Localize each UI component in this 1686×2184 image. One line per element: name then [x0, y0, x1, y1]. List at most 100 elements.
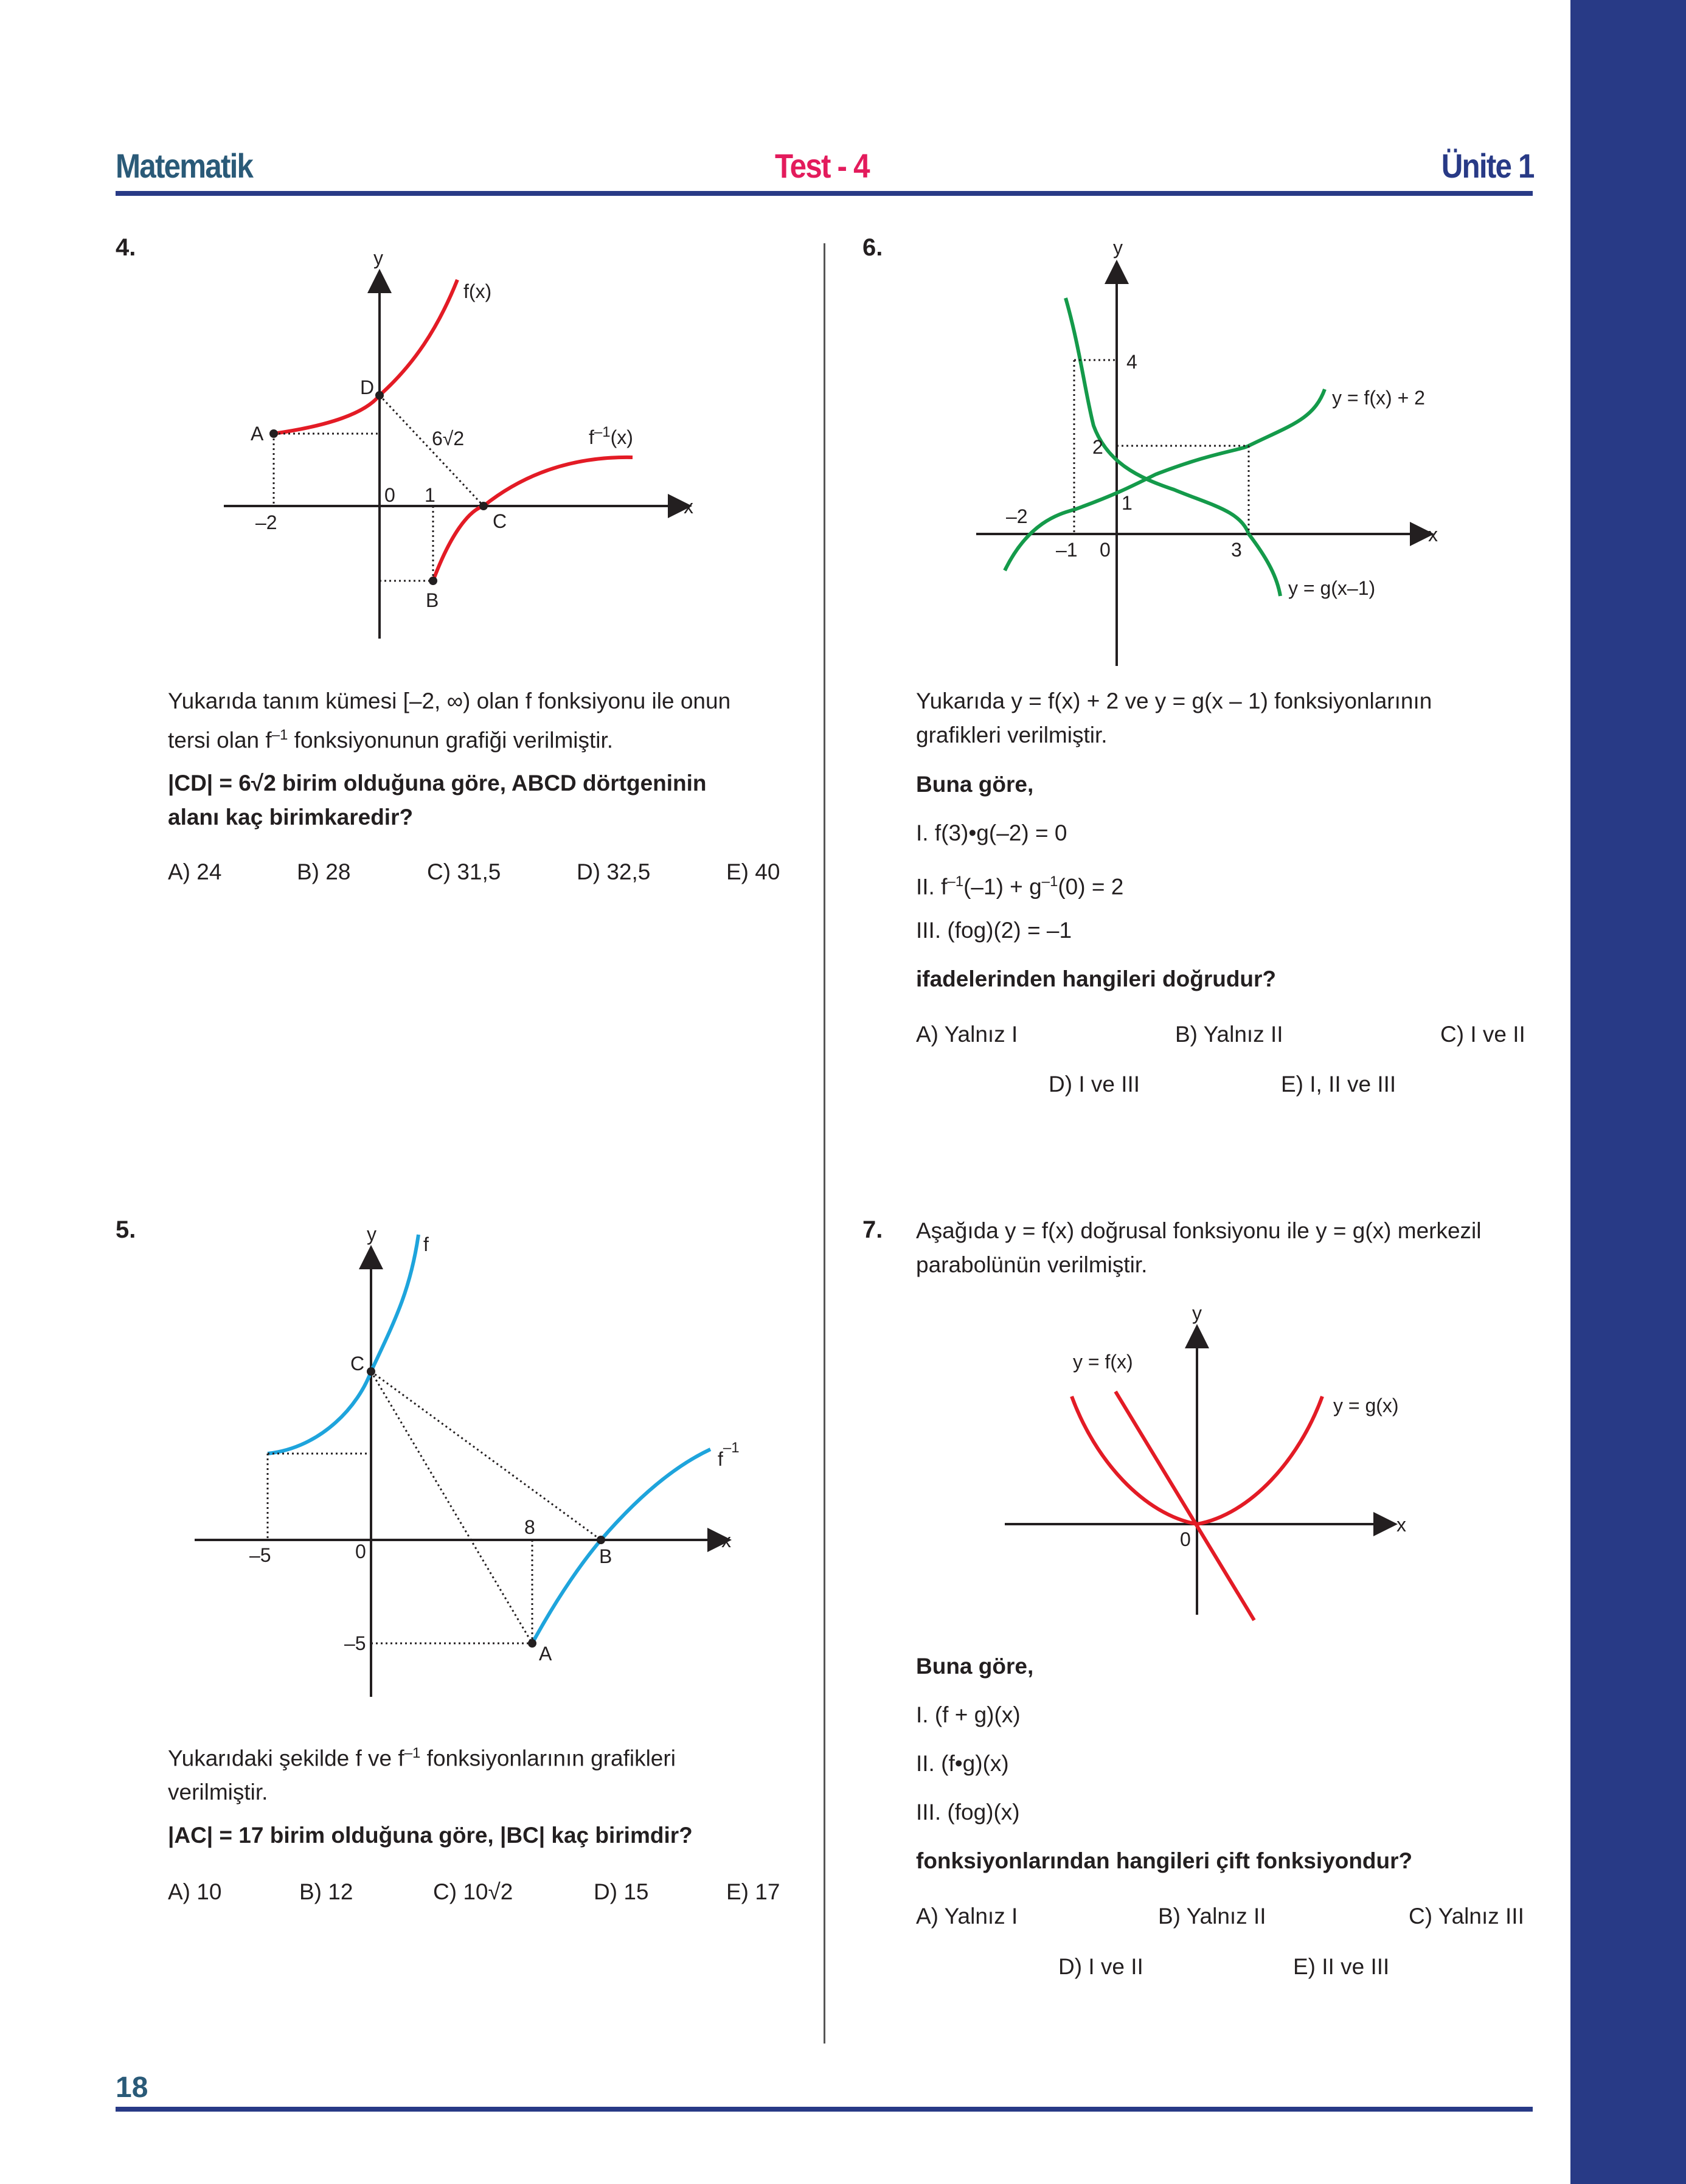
q6-graph: y x y = f(x) + 2 y = g(x–1) 4 2 1 –2 –1 … [976, 237, 1438, 666]
q7-x-label: x [1396, 1514, 1406, 1536]
q6-tick-3: 3 [1231, 539, 1242, 561]
header-rule [116, 191, 1533, 196]
q5-answer-c[interactable]: C) 10√2 [433, 1879, 513, 1904]
q4-question-text: Yukarıda tanım kümesi [–2, ∞) olan f fon… [168, 688, 731, 753]
q5-label-b: B [599, 1545, 612, 1567]
q6-tick-m2: –2 [1006, 505, 1028, 527]
q5-y-label: y [367, 1223, 376, 1245]
q6-question-ask: ifadelerinden hangileri doğrudur? [916, 966, 1277, 991]
q7-statement-1: I. (f + g)(x) [916, 1702, 1021, 1727]
q5-tick-0: 0 [355, 1541, 366, 1562]
q6-question-lead: Buna göre, [916, 772, 1034, 797]
q4-label-f: f(x) [463, 280, 491, 302]
q7-answer-d[interactable]: D) I ve II [1058, 1954, 1143, 1979]
q7-number: 7. [862, 1216, 883, 1243]
q5-point-b [597, 1536, 605, 1544]
q6-tick-4: 4 [1126, 351, 1137, 373]
side-color-band [1570, 0, 1686, 2184]
q6-tick-2: 2 [1092, 436, 1103, 458]
q6-answer-b[interactable]: B) Yalnız II [1175, 1022, 1283, 1047]
q7-tick-0: 0 [1180, 1528, 1191, 1550]
q7-statement-3: III. (fog)(x) [916, 1800, 1020, 1825]
q6-tick-m1: –1 [1056, 539, 1078, 561]
q4-segment-cd [378, 394, 485, 507]
q7-answer-c[interactable]: C) Yalnız III [1409, 1904, 1524, 1929]
q5-point-c [367, 1367, 375, 1376]
column-divider [824, 243, 825, 2044]
q7-line-f [1114, 1390, 1256, 1621]
q6-curve-g [1064, 297, 1282, 597]
q7-statement-2: II. (f•g)(x) [916, 1751, 1009, 1776]
q7-question-text: Aşağıda y = f(x) doğrusal fonksiyonu ile… [916, 1218, 1482, 1277]
q5-tick-m5y: –5 [344, 1632, 366, 1654]
q4-point-b [429, 577, 437, 585]
q4-label-seg: 6√2 [432, 428, 464, 449]
q6-statement-2: II. f–1(–1) + g–1(0) = 2 [916, 873, 1124, 900]
q4-curve-finv [431, 455, 633, 582]
q5-question-bold: |AC| = 17 birim olduğuna göre, |BC| kaç … [168, 1823, 693, 1848]
q7-question-lead: Buna göre, [916, 1654, 1034, 1679]
q5-number: 5. [116, 1216, 136, 1243]
q7-answer-e[interactable]: E) II ve III [1293, 1954, 1390, 1979]
q4-label-a: A [251, 423, 264, 445]
q5-tick-8: 8 [524, 1516, 535, 1538]
q4-answer-e[interactable]: E) 40 [726, 859, 780, 884]
q4-label-b: B [426, 589, 439, 611]
q6-question-text: Yukarıda y = f(x) + 2 ve y = g(x – 1) fo… [916, 688, 1432, 747]
q4-x-label: x [684, 496, 693, 518]
q6-statement-1: I. f(3)•g(–2) = 0 [916, 820, 1067, 845]
footer-rule [116, 2107, 1533, 2112]
q5-label-finv: f–1 [718, 1440, 740, 1470]
q5-tick-m5x: –5 [249, 1544, 271, 1566]
q4-point-c [479, 502, 488, 510]
q4-number: 4. [116, 234, 136, 261]
q7-graph: y x y = f(x) y = g(x) 0 [1005, 1302, 1406, 1621]
q6-curve-f [1003, 388, 1327, 572]
q5-label-c: C [350, 1353, 364, 1375]
q4-question-bold: |CD| = 6√2 birim olduğuna göre, ABCD dör… [168, 771, 707, 830]
q7-answer-a[interactable]: A) Yalnız I [916, 1904, 1018, 1929]
q7-label-g: y = g(x) [1333, 1395, 1399, 1416]
q7-label-f: y = f(x) [1073, 1351, 1133, 1373]
q4-y-label: y [373, 247, 383, 269]
page-number: 18 [116, 2071, 148, 2104]
q4-tick-m2: –2 [255, 511, 277, 533]
q6-answer-d[interactable]: D) I ve III [1049, 1072, 1140, 1097]
q4-tick-1: 1 [425, 484, 435, 506]
q4-answer-c[interactable]: C) 31,5 [427, 859, 501, 884]
q6-answer-a[interactable]: A) Yalnız I [916, 1022, 1018, 1047]
q5-label-a: A [539, 1643, 552, 1665]
q4-label-finv: f–1(x) [589, 424, 633, 448]
q5-graph: y x f f–1 A B C –5 0 8 –5 [195, 1223, 740, 1697]
header-unit: Ünite 1 [1441, 147, 1535, 185]
q6-statement-3: III. (fog)(2) = –1 [916, 918, 1072, 943]
q5-segment-cb [370, 1370, 602, 1541]
q4-point-a [269, 429, 278, 438]
q5-answer-b[interactable]: B) 12 [299, 1879, 353, 1904]
header-subject: Matematik [116, 147, 254, 185]
q5-x-label: x [721, 1530, 731, 1551]
q7-answer-b[interactable]: B) Yalnız II [1158, 1904, 1266, 1929]
q5-point-a [528, 1639, 536, 1648]
q5-answer-d[interactable]: D) 15 [594, 1879, 649, 1904]
q4-label-c: C [493, 510, 507, 532]
q6-x-label: x [1428, 524, 1438, 546]
q4-answer-b[interactable]: B) 28 [297, 859, 351, 884]
header-test-title: Test - 4 [775, 147, 870, 185]
q5-segment-ca [370, 1371, 533, 1644]
q4-answer-d[interactable]: D) 32,5 [577, 859, 651, 884]
q4-tick-0: 0 [384, 484, 395, 506]
q6-label-f: y = f(x) + 2 [1332, 387, 1425, 409]
q4-point-d [375, 391, 384, 400]
q4-graph: y x f(x) f–1(x) A B C D 6√2 –2 0 1 [224, 247, 693, 639]
q6-y-label: y [1113, 237, 1123, 258]
q6-answer-e[interactable]: E) I, II ve III [1281, 1072, 1396, 1097]
q7-y-label: y [1192, 1302, 1202, 1324]
q6-label-g: y = g(x–1) [1288, 577, 1375, 599]
q6-answer-c[interactable]: C) I ve II [1440, 1022, 1525, 1047]
q5-answer-e[interactable]: E) 17 [726, 1879, 780, 1904]
q4-answer-a[interactable]: A) 24 [168, 859, 222, 884]
q5-answer-a[interactable]: A) 10 [168, 1879, 222, 1904]
q4-label-d: D [360, 376, 374, 398]
q6-number: 6. [862, 234, 883, 261]
